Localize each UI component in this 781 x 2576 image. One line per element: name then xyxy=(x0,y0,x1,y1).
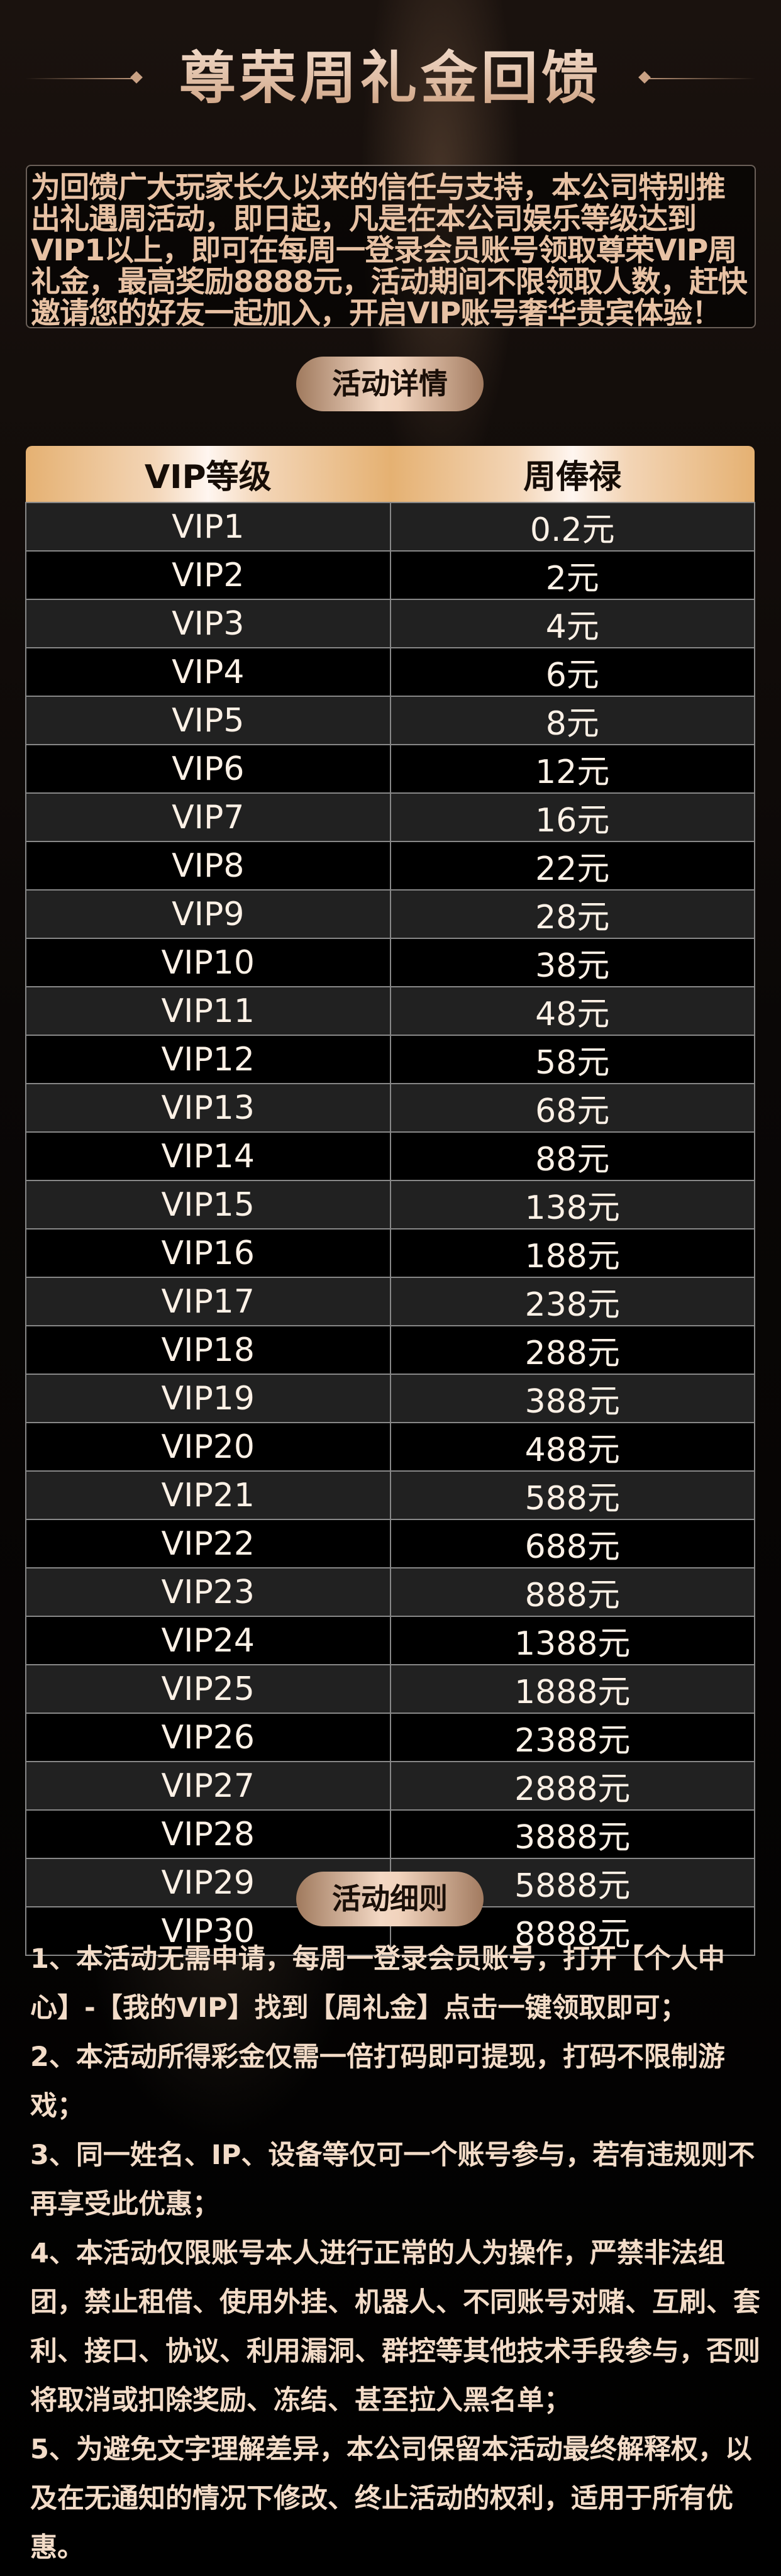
table-row: VIP17 238元 xyxy=(25,1277,755,1326)
weekly-salary-cell: 1388元 xyxy=(389,1616,755,1665)
title-ornament-left xyxy=(25,78,132,79)
vip-level-cell: VIP12 xyxy=(25,1035,391,1084)
rule-item: 1、本活动无需申请，每周一登录会员账号，打开【个人中心】-【我的VIP】找到【周… xyxy=(30,1943,725,2024)
vip-level-cell: VIP14 xyxy=(25,1131,391,1181)
vip-level-cell: VIP21 xyxy=(25,1470,391,1520)
weekly-salary-cell: 22元 xyxy=(389,841,755,891)
vip-level-cell: VIP13 xyxy=(25,1083,391,1133)
weekly-salary-cell: 6元 xyxy=(389,647,755,697)
weekly-salary-cell: 2388元 xyxy=(389,1713,755,1762)
table-row: VIP14 88元 xyxy=(25,1131,755,1181)
rule-item: 2、本活动所得彩金仅需一倍打码即可提现，打码不限制游戏； xyxy=(30,2041,725,2122)
table-row: VIP20 488元 xyxy=(25,1422,755,1472)
weekly-salary-cell: 4元 xyxy=(389,599,755,648)
vip-level-cell: VIP19 xyxy=(25,1374,391,1423)
weekly-salary-cell: 68元 xyxy=(389,1083,755,1133)
rule-item: 5、为避免文字理解差异，本公司保留本活动最终解释权，以及在无通知的情况下修改、终… xyxy=(30,2434,752,2563)
table-row: VIP26 2388元 xyxy=(25,1713,755,1762)
vip-level-cell: VIP15 xyxy=(25,1180,391,1230)
vip-level-cell: VIP16 xyxy=(25,1228,391,1278)
weekly-salary-cell: 1888元 xyxy=(389,1664,755,1714)
table-row: VIP23 888元 xyxy=(25,1567,755,1617)
weekly-salary-cell: 12元 xyxy=(389,744,755,794)
table-row: VIP5 8元 xyxy=(25,696,755,745)
vip-level-cell: VIP9 xyxy=(25,889,391,939)
weekly-salary-cell: 488元 xyxy=(389,1422,755,1472)
vip-level-cell: VIP17 xyxy=(25,1277,391,1326)
weekly-salary-cell: 8元 xyxy=(389,696,755,745)
weekly-salary-cell: 3888元 xyxy=(389,1809,755,1859)
weekly-salary-cell: 28元 xyxy=(389,889,755,939)
vip-level-cell: VIP6 xyxy=(25,744,391,794)
table-row: VIP28 3888元 xyxy=(25,1809,755,1859)
vip-level-cell: VIP11 xyxy=(25,986,391,1036)
vip-level-cell: VIP28 xyxy=(25,1809,391,1859)
table-row: VIP6 12元 xyxy=(25,744,755,794)
vip-level-cell: VIP8 xyxy=(25,841,391,891)
vip-level-cell: VIP2 xyxy=(25,550,391,600)
weekly-salary-cell: 16元 xyxy=(389,792,755,842)
section-label-rules: 活动细则 xyxy=(296,1872,484,1926)
vip-level-cell: VIP22 xyxy=(25,1519,391,1568)
table-row: VIP1 0.2元 xyxy=(25,502,755,552)
table-row: VIP27 2888元 xyxy=(25,1761,755,1811)
weekly-salary-cell: 2888元 xyxy=(389,1761,755,1811)
weekly-salary-cell: 888元 xyxy=(389,1567,755,1617)
weekly-salary-cell: 5888元 xyxy=(389,1858,755,1907)
weekly-salary-cell: 688元 xyxy=(389,1519,755,1568)
vip-level-cell: VIP25 xyxy=(25,1664,391,1714)
header-vip-level: VIP等级 xyxy=(26,446,390,502)
table-row: VIP19 388元 xyxy=(25,1374,755,1423)
page-title: 尊荣周礼金回馈 xyxy=(0,38,781,119)
weekly-salary-cell: 0.2元 xyxy=(389,502,755,552)
vip-level-cell: VIP1 xyxy=(25,502,391,552)
vip-level-cell: VIP23 xyxy=(25,1567,391,1617)
rules-list: 1、本活动无需申请，每周一登录会员账号，打开【个人中心】-【我的VIP】找到【周… xyxy=(30,1935,766,2572)
vip-level-cell: VIP20 xyxy=(25,1422,391,1472)
weekly-salary-cell: 58元 xyxy=(389,1035,755,1084)
table-row: VIP10 38元 xyxy=(25,938,755,987)
vip-level-cell: VIP10 xyxy=(25,938,391,987)
weekly-salary-cell: 188元 xyxy=(389,1228,755,1278)
table-row: VIP24 1388元 xyxy=(25,1616,755,1665)
table-row: VIP11 48元 xyxy=(25,986,755,1036)
weekly-salary-cell: 38元 xyxy=(389,938,755,987)
vip-level-cell: VIP7 xyxy=(25,792,391,842)
table-row: VIP13 68元 xyxy=(25,1083,755,1133)
weekly-salary-cell: 2元 xyxy=(389,550,755,600)
table-row: VIP12 58元 xyxy=(25,1035,755,1084)
rule-item: 4、本活动仅限账号本人进行正常的人为操作，严禁非法组团，禁止租借、使用外挂、机器… xyxy=(30,2238,760,2416)
intro-text: 为回馈广大玩家长久以来的信任与支持，本公司特别推出礼遇周活动，即日起，凡是在本公… xyxy=(26,165,756,330)
vip-level-cell: VIP26 xyxy=(25,1713,391,1762)
table-row: VIP22 688元 xyxy=(25,1519,755,1568)
table-row: VIP15 138元 xyxy=(25,1180,755,1230)
table-row: VIP16 188元 xyxy=(25,1228,755,1278)
header-weekly-salary: 周俸禄 xyxy=(390,446,755,502)
table-row: VIP21 588元 xyxy=(25,1470,755,1520)
table-row: VIP7 16元 xyxy=(25,792,755,842)
vip-level-cell: VIP4 xyxy=(25,647,391,697)
table-row: VIP25 1888元 xyxy=(25,1664,755,1714)
vip-level-cell: VIP5 xyxy=(25,696,391,745)
vip-reward-table: VIP等级 周俸禄 VIP1 0.2元 VIP2 2元 VIP3 4元 VIP4 6元 VIP5… xyxy=(25,446,755,1956)
weekly-salary-cell: 48元 xyxy=(389,986,755,1036)
vip-level-cell: VIP3 xyxy=(25,599,391,648)
table-row: VIP3 4元 xyxy=(25,599,755,648)
weekly-salary-cell: 238元 xyxy=(389,1277,755,1326)
table-row: VIP9 28元 xyxy=(25,889,755,939)
weekly-salary-cell: 388元 xyxy=(389,1374,755,1423)
table-row: VIP18 288元 xyxy=(25,1325,755,1375)
vip-level-cell: VIP27 xyxy=(25,1761,391,1811)
table-row: VIP8 22元 xyxy=(25,841,755,891)
vip-level-cell: VIP18 xyxy=(25,1325,391,1375)
rule-item: 3、同一姓名、IP、设备等仅可一个账号参与，若有违规则不再享受此优惠； xyxy=(30,2140,755,2220)
table-row: VIP4 6元 xyxy=(25,647,755,697)
weekly-salary-cell: 588元 xyxy=(389,1470,755,1520)
vip-level-cell: VIP24 xyxy=(25,1616,391,1665)
weekly-salary-cell: 138元 xyxy=(389,1180,755,1230)
section-label-details: 活动详情 xyxy=(296,357,484,411)
weekly-salary-cell: 88元 xyxy=(389,1131,755,1181)
table-row: VIP2 2元 xyxy=(25,550,755,600)
weekly-salary-cell: 288元 xyxy=(389,1325,755,1375)
